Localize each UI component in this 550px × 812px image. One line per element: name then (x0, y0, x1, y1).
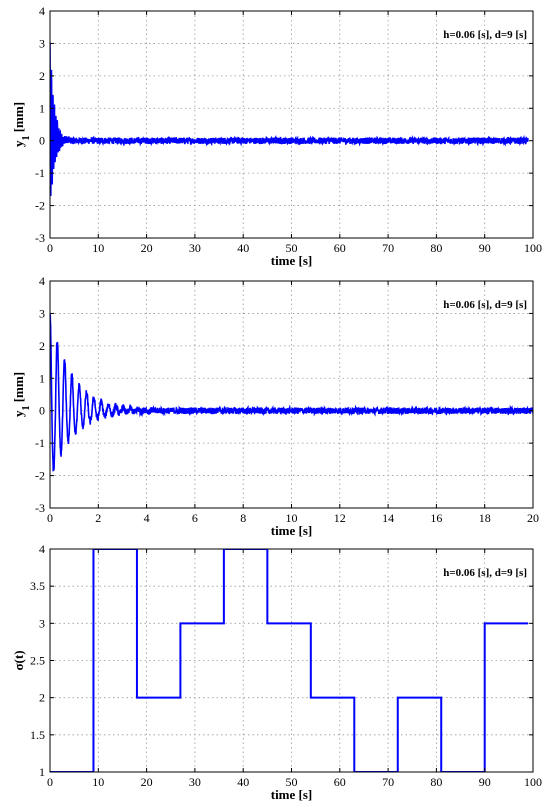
y-tick-label: 4 (39, 274, 45, 288)
y-tick-label: 3.5 (30, 579, 45, 593)
y-tick-label: -1 (35, 166, 45, 180)
y-tick-label: 0 (39, 404, 45, 418)
y-tick-label: 3 (39, 36, 45, 50)
x-tick-label: 16 (430, 511, 442, 525)
x-axis-label: time [s] (271, 523, 313, 538)
chart-panel-3: 0 10 20 30 40 50 60 70 80 90 100 1 1.5 2 2.5 3 3.5 4 time … (11, 542, 542, 802)
y-tick-label: 1 (39, 371, 45, 385)
y-tick-label: 1 (39, 765, 45, 779)
y-tick-label: 3 (39, 306, 45, 320)
x-tick-label: 80 (430, 775, 442, 789)
series-line (50, 549, 529, 772)
x-axis-label: time [s] (271, 787, 313, 802)
y-tick-label: -2 (35, 199, 45, 213)
x-tick-label: 50 (286, 775, 298, 789)
x-tick-label: 40 (237, 241, 249, 255)
series-line (50, 314, 533, 472)
y-tick-label: 4 (39, 542, 45, 556)
y-axis-label: σ(t) (11, 650, 26, 670)
y-tick-label: -3 (35, 231, 45, 245)
x-tick-label: 30 (189, 775, 201, 789)
x-tick-label: 60 (334, 241, 346, 255)
y-tick-label: 4 (39, 4, 45, 18)
x-tick-label: 10 (286, 511, 298, 525)
y-tick-label: -2 (35, 469, 45, 483)
x-tick-label: 20 (141, 241, 153, 255)
x-tick-label: 18 (479, 511, 491, 525)
x-tick-label: 20 (527, 511, 539, 525)
x-tick-label: 14 (382, 511, 394, 525)
y-tick-label: 1 (39, 101, 45, 115)
y-axis-label: y1 [mm] (11, 102, 32, 147)
x-tick-label: 6 (192, 511, 198, 525)
x-tick-label: 10 (92, 241, 104, 255)
x-tick-label: 8 (240, 511, 246, 525)
x-tick-label: 100 (524, 241, 542, 255)
x-tick-label: 0 (47, 511, 53, 525)
y-tick-label: -3 (35, 501, 45, 515)
x-tick-label: 30 (189, 241, 201, 255)
annotation-label: h=0.06 [s], d=9 [s] (443, 29, 527, 41)
x-tick-label: 2 (95, 511, 101, 525)
y-tick-label: 2 (39, 691, 45, 705)
x-tick-label: 0 (47, 775, 53, 789)
x-tick-label: 90 (479, 775, 491, 789)
chart-panel-1: 0 10 20 30 40 50 60 70 80 90 100 -3 -2 -1 0 1 2 3 4 time [s… (11, 4, 542, 268)
y-tick-label: 2.5 (30, 654, 45, 668)
y-tick-label: 1.5 (30, 728, 45, 742)
x-tick-label: 90 (479, 241, 491, 255)
series-line (50, 42, 529, 196)
x-axis-label: time [s] (271, 253, 313, 268)
y-tick-label: 3 (39, 616, 45, 630)
x-tick-label: 70 (382, 775, 394, 789)
y-axis-label: y1 [mm] (11, 372, 32, 417)
x-tick-label: 80 (430, 241, 442, 255)
y-tick-label: -1 (35, 436, 45, 450)
annotation-label: h=0.06 [s], d=9 [s] (443, 567, 527, 579)
x-tick-label: 10 (92, 775, 104, 789)
annotation-label: h=0.06 [s], d=9 [s] (443, 299, 527, 311)
x-tick-label: 100 (524, 775, 542, 789)
y-tick-label: 2 (39, 339, 45, 353)
x-tick-label: 12 (334, 511, 346, 525)
x-tick-label: 60 (334, 775, 346, 789)
y-tick-label: 0 (39, 134, 45, 148)
x-tick-label: 40 (237, 775, 249, 789)
x-tick-label: 70 (382, 241, 394, 255)
y-tick-label: 2 (39, 69, 45, 83)
x-tick-label: 0 (47, 241, 53, 255)
x-tick-label: 4 (144, 511, 150, 525)
x-tick-label: 50 (286, 241, 298, 255)
x-tick-label: 20 (141, 775, 153, 789)
